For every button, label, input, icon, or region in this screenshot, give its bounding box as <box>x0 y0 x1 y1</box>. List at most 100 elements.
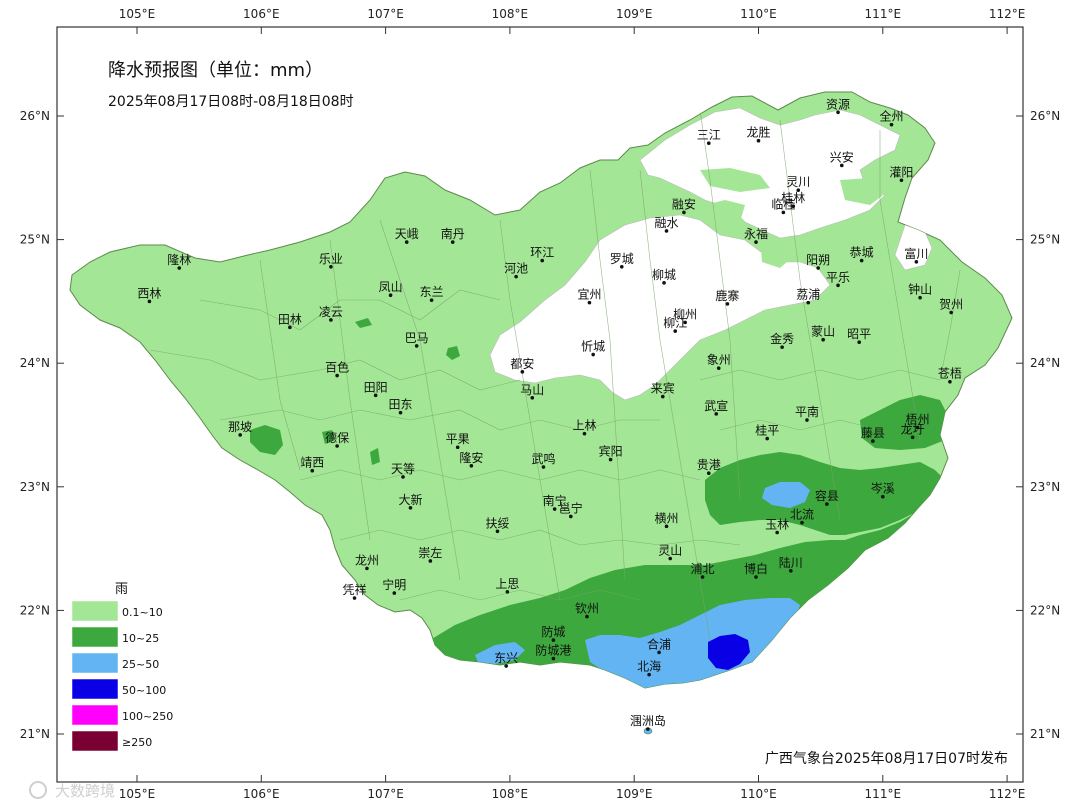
city-dot <box>504 664 508 668</box>
city-dot <box>469 463 474 468</box>
legend-label: 10~25 <box>122 632 159 645</box>
axis-top-label: 109°E <box>616 7 653 21</box>
axis-right-label: 21°N <box>1030 727 1060 741</box>
city-dot <box>365 566 369 571</box>
axis-left-label: 21°N <box>20 727 50 741</box>
city-label: 那坡 <box>228 420 252 434</box>
city-label: 博白 <box>744 561 768 576</box>
city-dot <box>428 559 433 563</box>
city-label: 桂林 <box>781 190 805 205</box>
city-dot <box>310 468 315 473</box>
city-dot <box>520 370 525 374</box>
axis-top-label: 108°E <box>492 7 529 21</box>
city-label: 富川 <box>904 246 928 261</box>
city-dot <box>716 366 721 370</box>
legend-label: 25~50 <box>122 658 159 671</box>
city-dot <box>859 258 864 263</box>
city-dot <box>683 320 687 325</box>
city-label: 荔浦 <box>796 288 820 302</box>
city-dot <box>706 141 711 145</box>
light-rain-patch-4 <box>840 178 890 205</box>
axis-bottom-label: 106°E <box>243 787 280 801</box>
city-label: 防城港 <box>535 643 571 658</box>
city-dot <box>915 425 920 430</box>
city-label: 河池 <box>504 262 528 276</box>
city-label: 灌阳 <box>889 165 913 179</box>
city-dot <box>608 457 613 462</box>
city-label: 涠洲岛 <box>630 713 666 728</box>
watermark-logo-icon <box>29 781 47 799</box>
city-label: 柳州 <box>673 307 697 321</box>
city-dot <box>352 596 357 600</box>
city-dot <box>335 444 339 448</box>
heavy-rain-rongxian <box>762 482 810 508</box>
city-dot <box>918 295 922 300</box>
legend-label: ≥250 <box>122 736 152 749</box>
moderate-rain-south-band <box>430 480 960 688</box>
city-label: 宜州 <box>577 287 601 302</box>
axis-right-label: 23°N <box>1030 480 1060 494</box>
heavy-rain-dongxing <box>475 642 525 664</box>
city-dot <box>541 465 546 469</box>
no-rain-zone-central <box>489 214 831 401</box>
moderate-rain-lingyun-patch <box>355 318 372 328</box>
city-dot <box>660 394 665 399</box>
city-dot <box>569 514 573 519</box>
city-dot <box>754 240 758 244</box>
city-label: 田东 <box>389 398 413 412</box>
city-dot <box>857 340 861 344</box>
city-dot <box>401 475 405 479</box>
city-label: 天等 <box>391 462 415 476</box>
city-dot <box>373 393 378 398</box>
city-dot <box>429 298 434 302</box>
city-label: 田林 <box>278 312 302 326</box>
axis-right-label: 25°N <box>1030 233 1060 247</box>
city-dot <box>388 293 393 298</box>
city-label: 南宁 <box>543 493 567 508</box>
legend-swatch <box>71 626 119 648</box>
city-label: 蒙山 <box>811 325 835 339</box>
city-label: 东兴 <box>494 651 518 665</box>
moderate-rain-debao-patch <box>322 430 335 444</box>
city-dot <box>791 204 796 209</box>
city-dot <box>682 210 686 215</box>
city-label: 邕宁 <box>559 500 583 515</box>
legend-label: 0.1~10 <box>122 606 163 619</box>
publisher-note: 广西气象台2025年08月17日07时发布 <box>765 751 1008 767</box>
city-dot <box>821 337 825 342</box>
city-dot <box>147 299 152 304</box>
city-dot <box>551 656 556 661</box>
city-dot <box>816 266 820 270</box>
city-label: 苍梧 <box>938 366 962 381</box>
city-dot <box>329 318 333 322</box>
city-dot <box>836 283 840 288</box>
axis-bottom-label: 111°E <box>865 787 902 801</box>
city-dot <box>177 266 182 270</box>
torrential-rain-patch <box>708 634 750 670</box>
city-dot <box>582 431 587 436</box>
city-dot <box>450 240 455 244</box>
city-label: 象州 <box>707 353 731 367</box>
axis-bottom-label: 112°E <box>989 787 1026 801</box>
city-label: 龙圩 <box>901 422 925 436</box>
map-subtitle: 2025年08月17日08时-08月18日08时 <box>108 94 354 110</box>
city-label: 灵川 <box>786 175 810 189</box>
city-label: 贵港 <box>697 458 721 472</box>
city-dot <box>899 178 904 183</box>
axis-left-label: 26°N <box>20 109 50 123</box>
city-dot <box>657 650 661 655</box>
city-label: 凭祥 <box>343 582 367 597</box>
legend-swatch <box>71 704 119 726</box>
moderate-rain-tiandeng-patch <box>370 448 380 465</box>
city-label: 凌云 <box>319 305 343 319</box>
city-label: 融水 <box>655 216 679 230</box>
city-dot <box>335 373 339 378</box>
axis-bottom-label: 108°E <box>492 787 529 801</box>
map-title: 降水预报图（单位：mm） <box>108 60 323 81</box>
city-dot <box>839 163 844 168</box>
city-label: 陆川 <box>779 555 803 570</box>
city-label: 都安 <box>510 356 534 371</box>
city-label: 阳朔 <box>806 252 830 267</box>
city-dot <box>664 229 669 233</box>
city-dot <box>329 264 333 269</box>
